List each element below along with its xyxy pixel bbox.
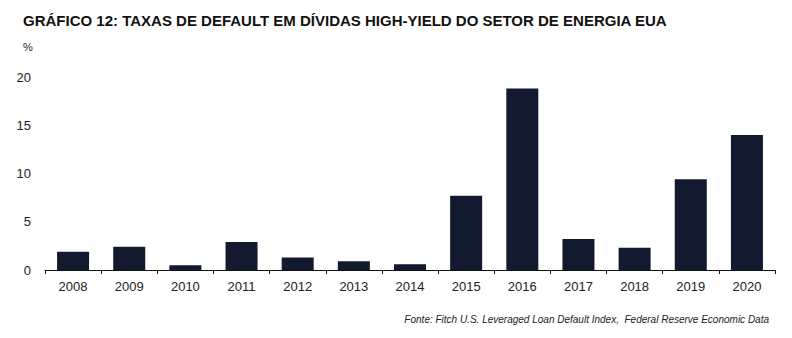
svg-text:%: %: [23, 41, 33, 53]
svg-text:2011: 2011: [228, 279, 256, 294]
svg-text:2009: 2009: [115, 279, 144, 294]
svg-text:2019: 2019: [676, 279, 705, 294]
svg-text:2013: 2013: [339, 279, 368, 294]
svg-text:5: 5: [24, 214, 31, 229]
svg-text:Fonte: Fitch U.S. Leveraged Lo: Fonte: Fitch U.S. Leveraged Loan Default…: [404, 314, 769, 325]
svg-text:20: 20: [17, 70, 31, 85]
svg-text:GRÁFICO 12: TAXAS DE DEFAULT E: GRÁFICO 12: TAXAS DE DEFAULT EM DÍVIDAS …: [23, 12, 667, 29]
svg-text:2020: 2020: [732, 279, 761, 294]
svg-text:2010: 2010: [171, 279, 200, 294]
svg-text:2016: 2016: [508, 279, 537, 294]
svg-text:2018: 2018: [620, 279, 649, 294]
svg-text:0: 0: [24, 263, 31, 278]
svg-text:2008: 2008: [59, 279, 88, 294]
svg-text:15: 15: [17, 118, 31, 133]
svg-text:2014: 2014: [396, 279, 425, 294]
svg-text:10: 10: [17, 166, 31, 181]
svg-text:2015: 2015: [452, 279, 481, 294]
svg-text:2017: 2017: [564, 279, 593, 294]
svg-text:2012: 2012: [283, 279, 312, 294]
